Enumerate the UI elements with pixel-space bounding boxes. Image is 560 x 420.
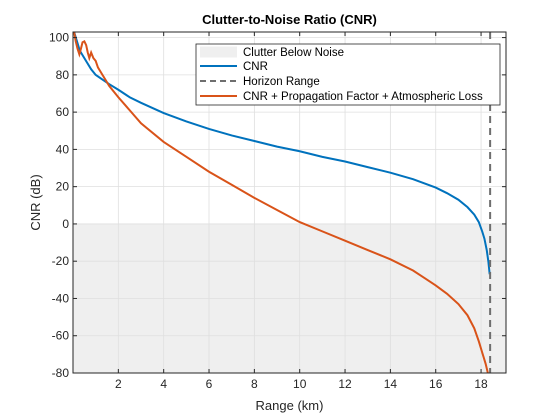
x-tick-label: 6: [206, 377, 213, 391]
chart-title: Clutter-to-Noise Ratio (CNR): [202, 12, 377, 27]
axes-box: [72, 31, 507, 374]
x-tick-label: 10: [293, 377, 307, 391]
y-tick-label: -80: [52, 366, 70, 380]
x-tick-label: 2: [115, 377, 122, 391]
y-tick-label: -60: [52, 329, 70, 343]
legend-box: [195, 43, 501, 106]
legend-label-cnr-propagation: CNR + Propagation Factor + Atmospheric L…: [243, 91, 483, 103]
x-axis-label: Range (km): [256, 398, 324, 413]
watermark-text: 知乎 @牛新托洛夫斯坦: [404, 389, 548, 406]
x-tick-label: 14: [384, 377, 398, 391]
cnr-propagation-line: [73, 32, 489, 373]
x-tick-label: 8: [251, 377, 258, 391]
y-tick-label: 20: [56, 180, 70, 194]
x-tick-label: 16: [429, 377, 443, 391]
x-tick-label: 18: [474, 377, 488, 391]
y-tick-label: 100: [49, 31, 69, 45]
y-tick-label: 0: [62, 217, 69, 231]
legend-label-cnr: CNR: [243, 61, 268, 73]
x-tick-label: 4: [160, 377, 167, 391]
axis-ticks: 2 4 6 8 10 12 14 16 18 -80 -60 -40 -20 0 20 40 60 80 100: [49, 31, 506, 391]
y-tick-label: 80: [56, 68, 70, 82]
x-tick-label: 12: [338, 377, 352, 391]
y-tick-label: 60: [56, 105, 70, 119]
y-tick-label: 40: [56, 142, 70, 156]
y-axis-label: CNR (dB): [28, 174, 43, 230]
y-tick-label: -20: [52, 254, 70, 268]
y-tick-label: -40: [52, 291, 70, 305]
legend-swatch-clutter: [200, 46, 237, 58]
legend: Clutter Below Noise CNR Horizon Range CN…: [195, 43, 501, 106]
cnr-line: [73, 32, 491, 275]
legend-label-clutter: Clutter Below Noise: [243, 47, 344, 59]
legend-label-horizon: Horizon Range: [243, 76, 320, 88]
